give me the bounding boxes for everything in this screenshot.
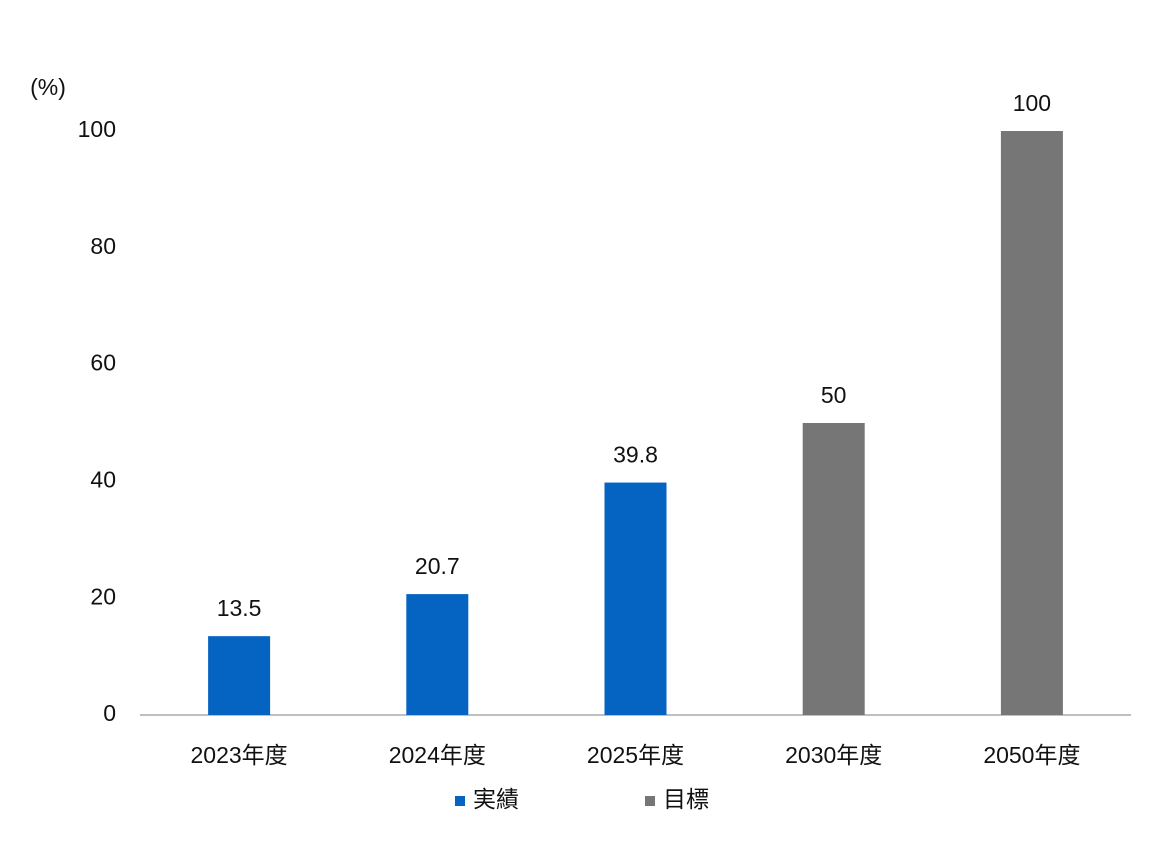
y-tick-label: 20: [90, 583, 116, 609]
bar: [604, 482, 667, 715]
data-label: 100: [1013, 90, 1051, 116]
legend-swatch: [645, 796, 655, 806]
data-label: 39.8: [613, 442, 658, 468]
data-label: 13.5: [217, 595, 262, 621]
x-tick-label: 2030年度: [785, 742, 882, 768]
bar: [208, 636, 271, 715]
y-tick-label: 60: [90, 350, 116, 376]
legend-label: 実績: [473, 786, 519, 812]
x-tick-label: 2025年度: [587, 742, 684, 768]
data-label: 20.7: [415, 553, 460, 579]
y-axis-label: (%): [30, 74, 66, 100]
x-tick-label: 2023年度: [191, 742, 288, 768]
y-tick-label: 80: [90, 233, 116, 259]
y-tick-label: 100: [78, 116, 116, 142]
legend-label: 目標: [663, 786, 709, 812]
bar: [406, 594, 469, 715]
x-tick-label: 2024年度: [389, 742, 486, 768]
y-tick-label: 40: [90, 466, 116, 492]
y-tick-label: 0: [103, 700, 116, 726]
bar: [1000, 131, 1063, 715]
bar: [802, 423, 865, 715]
legend-swatch: [455, 796, 465, 806]
data-label: 50: [821, 382, 847, 408]
x-tick-label: 2050年度: [983, 742, 1080, 768]
